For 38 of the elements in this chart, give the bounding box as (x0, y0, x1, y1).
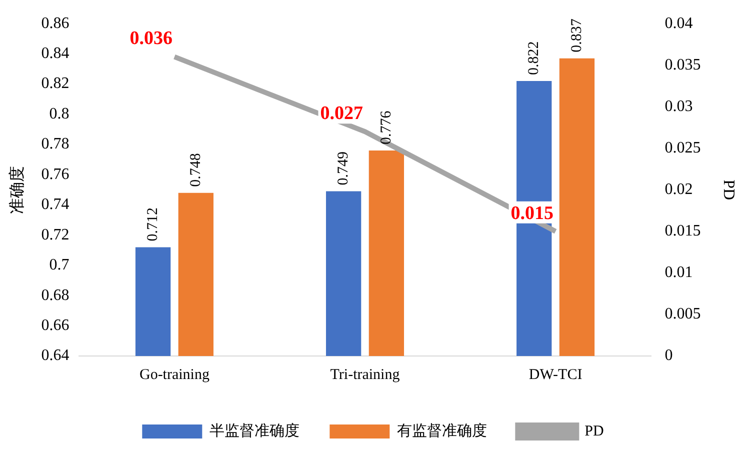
y-tick-label: 0.78 (41, 136, 70, 153)
legend-label: PD (584, 423, 604, 440)
data-label: 0.712 (144, 207, 161, 242)
data-label: 0.749 (336, 152, 352, 186)
y-tick-label: 0.86 (41, 14, 70, 32)
y-tick-label: 0.82 (41, 75, 70, 92)
y2-tick-label: 0.005 (664, 306, 701, 323)
x-tick-label: Tri-training (330, 366, 400, 383)
data-label: 0.748 (188, 153, 204, 187)
y-tick-label: 0.76 (41, 166, 70, 183)
y2-tick-label: 0.015 (664, 222, 701, 240)
y2-tick-label: 0.01 (664, 264, 693, 282)
y2-tick-label: 0 (664, 347, 673, 364)
y2-tick-label: 0.02 (664, 181, 693, 198)
y2-axis-title: PD (720, 180, 738, 200)
x-tick-label: Go-training (139, 366, 210, 383)
y-tick-label: 0.66 (41, 316, 70, 334)
y2-tick-label: 0.035 (664, 56, 701, 74)
data-label: 0.036 (130, 28, 172, 50)
y2-tick-label: 0.025 (664, 139, 701, 156)
y-tick-label: 0.8 (49, 105, 70, 122)
y-tick-label: 0.84 (41, 45, 70, 62)
y-axis-title: 准确度 (8, 166, 26, 214)
y-tick-label: 0.74 (41, 196, 70, 214)
data-label: 0.027 (320, 103, 364, 124)
data-label: 0.015 (510, 202, 554, 224)
y-tick-label: 0.68 (41, 286, 70, 304)
legend-label: 半监督准确度 (210, 422, 300, 440)
y-tick-label: 0.72 (41, 226, 70, 244)
x-tick-label: DW-TCI (528, 366, 582, 383)
y-tick-label: 0.64 (41, 347, 70, 364)
legend-label: 有监督准确度 (397, 422, 488, 440)
data-label: 0.822 (526, 41, 542, 76)
y-tick-label: 0.7 (49, 256, 70, 274)
data-label: 0.837 (568, 18, 585, 52)
data-label: 0.776 (378, 110, 394, 145)
y2-tick-label: 0.04 (664, 14, 693, 32)
y2-tick-label: 0.03 (664, 98, 693, 115)
